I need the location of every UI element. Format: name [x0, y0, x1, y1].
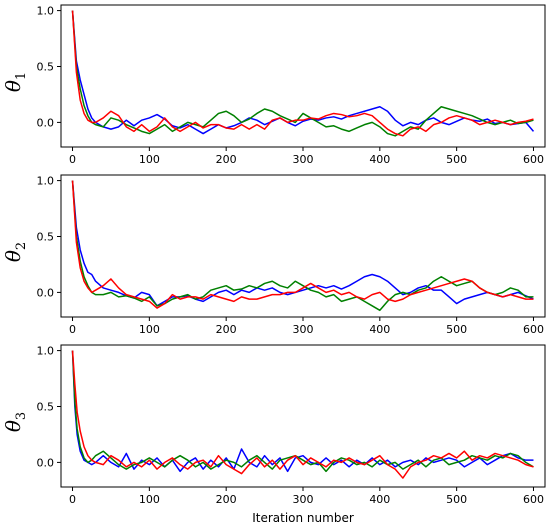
series-line-2-2 [71, 180, 534, 312]
x-tick-label: 400 [369, 153, 390, 166]
y-axis-label: θ1 [1, 72, 29, 92]
y-axis-label-symbol: θ [1, 80, 25, 92]
x-tick-label: 100 [139, 153, 160, 166]
series-line-1-3 [71, 10, 534, 137]
x-tick-label: 0 [69, 323, 76, 336]
subplot-2: 0 100 200 300 400 500 600 0.0 0.5 1.0 θ2 [1, 174, 546, 336]
y-tick-label: 0.0 [37, 456, 55, 469]
x-tick-label: 0 [69, 153, 76, 166]
y-tick-label: 1.0 [37, 345, 55, 358]
y-tick-label: 0.5 [37, 60, 55, 73]
x-tick-label: 600 [523, 493, 544, 506]
x-tick-label: 500 [446, 323, 467, 336]
y-tick-label: 0.5 [37, 230, 55, 243]
series-line-3-2 [71, 350, 534, 473]
y-axis-label-subscript: 3 [14, 412, 29, 420]
x-tick-label: 200 [216, 493, 237, 506]
series-line-2-1 [71, 180, 534, 307]
y-axis-label: θ2 [1, 242, 29, 262]
y-axis-label-subscript: 2 [14, 242, 29, 250]
series-line-2-3 [71, 180, 534, 309]
subplot-3: 0 100 200 300 400 500 600 0.0 0.5 1.0 θ3 Iteration … [1, 344, 546, 525]
y-tick-label: 1.0 [37, 175, 55, 188]
x-tick-label: 400 [369, 493, 390, 506]
x-tick-label: 300 [293, 153, 314, 166]
axes-frame [60, 174, 546, 318]
y-tick-label: 1.0 [37, 5, 55, 18]
subplot-1: 0 100 200 300 400 500 600 0.0 0.5 1.0 θ1 [1, 4, 546, 166]
x-tick-label: 200 [216, 323, 237, 336]
x-tick-label: 500 [446, 153, 467, 166]
series-line-3-1 [71, 350, 534, 473]
series-line-1-2 [71, 10, 534, 137]
x-tick-label: 300 [293, 323, 314, 336]
x-axis-label: Iteration number [252, 511, 354, 525]
x-tick-label: 600 [523, 323, 544, 336]
y-axis-label-symbol: θ [1, 250, 25, 262]
y-tick-label: 0.5 [37, 400, 55, 413]
series-line-3-3 [71, 350, 534, 479]
x-tick-label: 100 [139, 323, 160, 336]
series-line-1-1 [71, 10, 535, 135]
y-tick-label: 0.0 [37, 286, 55, 299]
y-axis-label-symbol: θ [1, 420, 25, 432]
x-tick-label: 200 [216, 153, 237, 166]
x-tick-label: 600 [523, 153, 544, 166]
y-axis-label: θ3 [1, 412, 29, 432]
y-axis-label-subscript: 1 [14, 72, 29, 80]
x-tick-label: 300 [293, 493, 314, 506]
y-tick-label: 0.0 [37, 116, 55, 129]
x-tick-label: 100 [139, 493, 160, 506]
x-tick-label: 400 [369, 323, 390, 336]
x-tick-label: 500 [446, 493, 467, 506]
x-tick-label: 0 [69, 493, 76, 506]
